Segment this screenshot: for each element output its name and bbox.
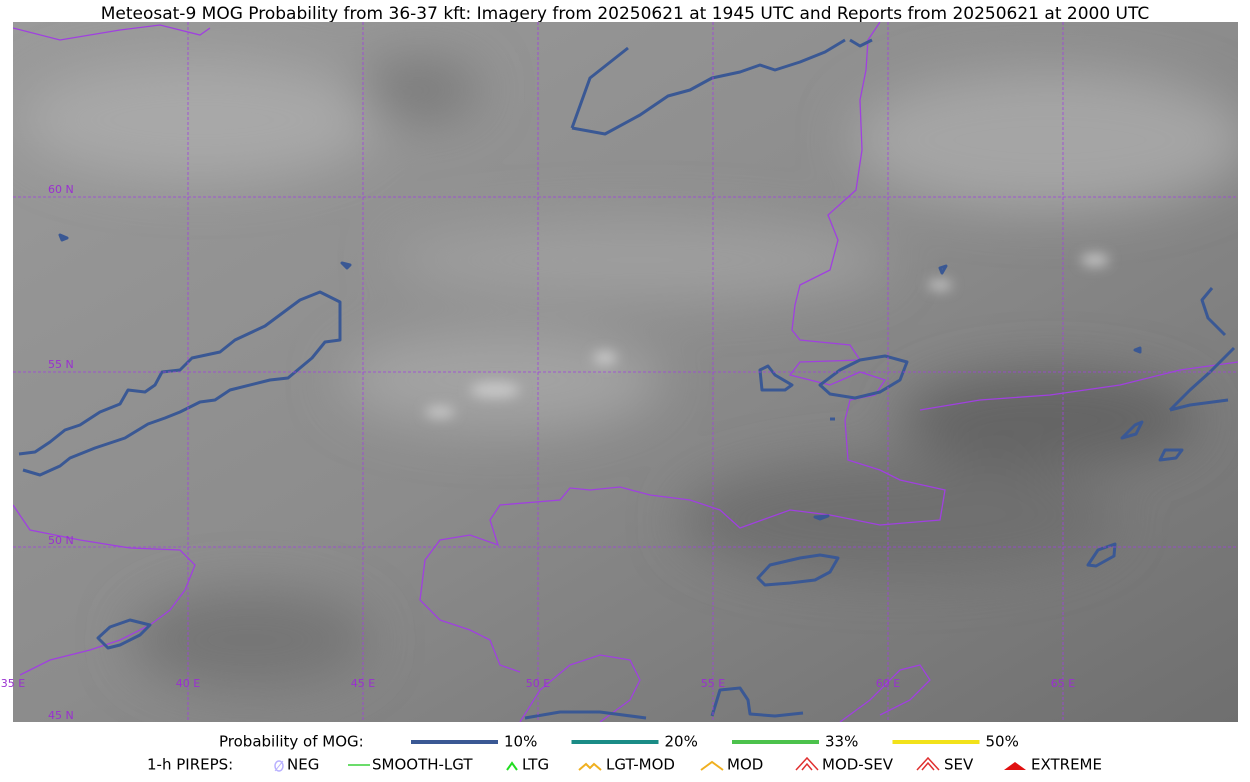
legend-entry: SMOOTH-LGT — [372, 756, 473, 774]
legend-entry: MOD — [727, 756, 763, 774]
graticule-labels: 60 N 55 N 50 N 45 N 35 E 40 E 45 E 50 E 55 E 60 E… — [1, 183, 1075, 722]
pirep-symbol — [506, 761, 518, 771]
lon-label: 40 E — [176, 677, 200, 690]
title: Meteosat-9 MOG Probability from 36-37 kf… — [101, 4, 1150, 24]
legend-entry: 10% — [504, 733, 537, 751]
lon-label: 60 E — [876, 677, 900, 690]
legend-label: 1-h PIREPS: — [147, 756, 233, 774]
legend-label: Probability of MOG: — [219, 733, 364, 751]
pirep-symbol — [795, 756, 819, 771]
pirep-symbol — [916, 756, 940, 771]
lat-label: 60 N — [48, 183, 74, 196]
pirep-symbol — [1004, 762, 1026, 770]
legend-entry: SEV — [944, 756, 974, 774]
mog-contours — [18, 38, 1236, 720]
legend-entry: 33% — [825, 733, 858, 751]
pirep-symbol — [578, 762, 602, 771]
lon-label: 45 E — [351, 677, 375, 690]
lat-label: 45 N — [48, 709, 74, 722]
pirep-symbol — [274, 760, 284, 772]
lon-label: 65 E — [1051, 677, 1075, 690]
map — [13, 22, 1238, 722]
lat-label: 50 N — [48, 534, 74, 547]
pirep-symbol — [700, 760, 724, 771]
lon-label: 55 E — [701, 677, 725, 690]
legend-entry: LTG — [522, 756, 549, 774]
legend: Probability of MOG: 10% 20% 33% 50% 1-h PIREP… — [147, 733, 1102, 774]
legend-entry: EXTREME — [1031, 756, 1102, 774]
legend-entry: NEG — [287, 756, 319, 774]
bright-clouds — [425, 254, 1109, 418]
lat-label: 55 N — [48, 358, 74, 371]
lon-label: 50 E — [526, 677, 550, 690]
legend-entry: 20% — [665, 733, 698, 751]
lon-label: 35 E — [1, 677, 25, 690]
cloud-texture — [20, 60, 1238, 690]
graticule — [13, 22, 1238, 722]
coastlines — [13, 22, 1238, 722]
legend-entry: 50% — [986, 733, 1019, 751]
legend-entry: MOD-SEV — [822, 756, 894, 774]
legend-entry: LGT-MOD — [606, 756, 675, 774]
